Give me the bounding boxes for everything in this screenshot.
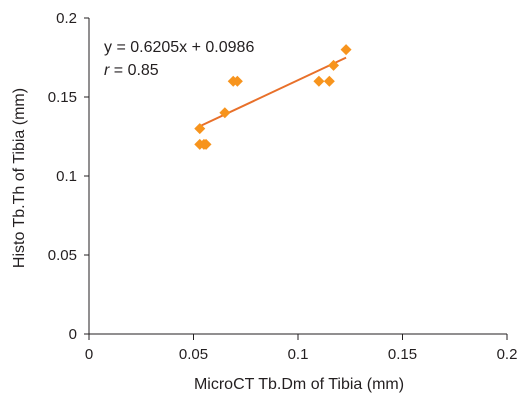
x-tick-label: 0.1 <box>288 346 309 363</box>
data-point <box>340 44 352 56</box>
x-axis-title: MicroCT Tb.Dm of Tibia (mm) <box>194 376 404 393</box>
data-point <box>200 138 212 150</box>
trendline <box>199 56 347 128</box>
x-tick-label: 0.2 <box>497 346 518 363</box>
data-point <box>219 107 231 119</box>
x-tick-label: 0 <box>85 346 93 363</box>
x-axis-ticks: 0 0.05 0.1 0.15 0.2 <box>85 334 518 363</box>
r-value-label: r = 0.85 <box>104 62 159 79</box>
y-tick-label: 0.1 <box>56 168 77 185</box>
y-tick-label: 0.15 <box>48 89 77 106</box>
data-point <box>328 59 340 71</box>
data-point <box>194 123 206 135</box>
equation-label: y = 0.6205x + 0.0986 <box>104 39 254 56</box>
data-point <box>323 75 335 87</box>
y-axis-title: Histo Tb.Th of Tibia (mm) <box>11 88 28 268</box>
r-symbol: r <box>104 62 110 79</box>
y-tick-label: 0.2 <box>56 10 77 27</box>
x-tick-label: 0.05 <box>179 346 208 363</box>
data-point <box>231 75 243 87</box>
y-axis-ticks: 0 0.05 0.1 0.15 0.2 <box>48 10 89 343</box>
x-tick-label: 0.15 <box>388 346 417 363</box>
y-tick-label: 0.05 <box>48 247 77 264</box>
y-tick-label: 0 <box>69 326 77 343</box>
data-points <box>194 44 352 150</box>
r-value: = 0.85 <box>109 62 158 79</box>
data-point <box>313 75 325 87</box>
